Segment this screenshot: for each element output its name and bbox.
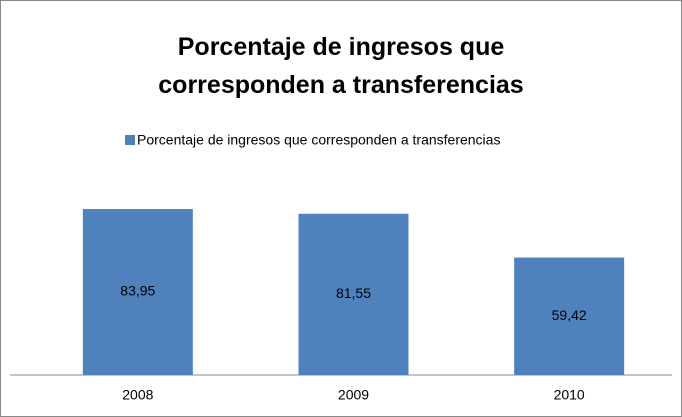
value-label: 81,55	[336, 285, 371, 301]
bar	[298, 213, 409, 375]
x-tick-label: 2008	[122, 387, 153, 403]
x-tick-label: 2010	[554, 387, 585, 403]
x-tick-label: 2009	[338, 387, 369, 403]
legend-swatch	[125, 135, 135, 145]
chart-title: Porcentaje de ingresos que corresponden …	[158, 33, 524, 99]
value-label: 59,42	[552, 307, 587, 323]
bar	[82, 209, 193, 375]
bar	[514, 257, 625, 375]
legend-label: Porcentaje de ingresos que corresponden …	[137, 132, 500, 148]
value-label: 83,95	[120, 283, 155, 299]
